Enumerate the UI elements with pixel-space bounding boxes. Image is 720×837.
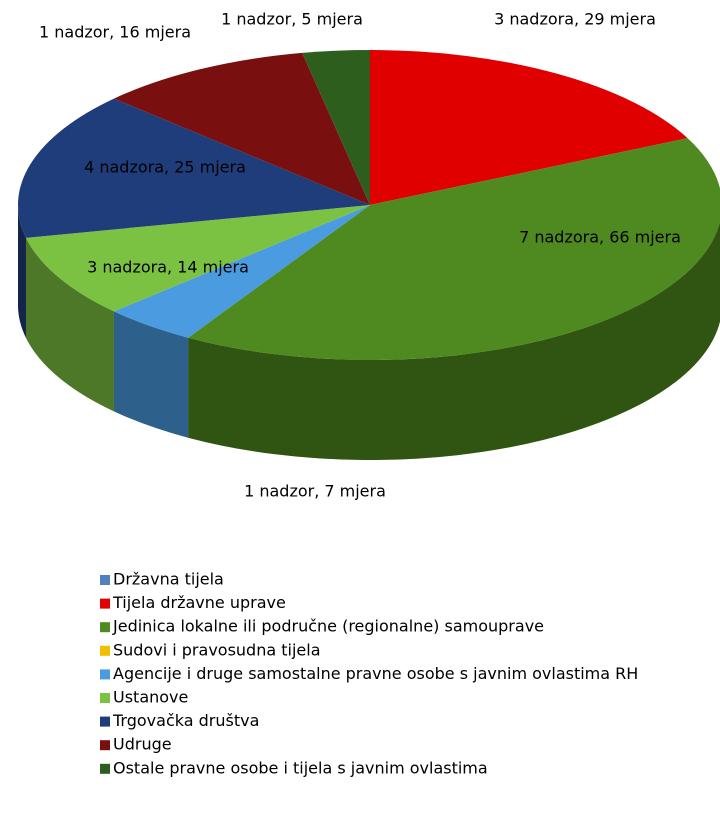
data-label: 1 nadzor, 5 mjera xyxy=(221,10,363,29)
data-label: 7 nadzora, 66 mjera xyxy=(519,228,681,247)
slice xyxy=(370,50,688,205)
data-label: 3 nadzora, 29 mjera xyxy=(494,10,656,29)
data-label: 1 nadzor, 7 mjera xyxy=(244,482,386,501)
legend-swatch xyxy=(100,669,110,680)
slice-side xyxy=(18,205,26,338)
slice xyxy=(25,205,370,312)
slice xyxy=(17,98,370,238)
slice xyxy=(188,138,720,360)
legend-label: Sudovi i pravosudna tijela xyxy=(113,640,321,659)
legend-label: Državna tijela xyxy=(113,570,224,589)
data-label: 3 nadzora, 14 mjera xyxy=(87,258,249,277)
legend-label: Ustanove xyxy=(113,688,188,707)
slice-side-shade xyxy=(18,205,26,338)
legend-label: Tijela državne uprave xyxy=(112,593,286,612)
slice-side xyxy=(113,311,189,438)
legend-swatch xyxy=(100,575,110,585)
legend-swatch xyxy=(100,693,110,703)
legend-label: Ostale pravne osobe i tijela s javnim ov… xyxy=(113,758,488,777)
legend-label: Udruge xyxy=(113,735,172,754)
slice xyxy=(302,50,370,205)
slice xyxy=(113,205,370,338)
legend-swatch xyxy=(100,645,110,656)
legend-swatch xyxy=(100,622,110,633)
legend-label: Agencije i druge samostalne pravne osobe… xyxy=(113,664,638,683)
slice-side-shade xyxy=(113,311,189,438)
slice-side xyxy=(188,221,720,460)
slice-side xyxy=(25,237,114,412)
legend-swatch xyxy=(100,598,110,609)
legend-label: Jedinica lokalne ili područne (regionaln… xyxy=(112,617,544,636)
legend-swatch xyxy=(100,740,110,751)
legend-label: Trgovačka društva xyxy=(112,711,259,730)
data-label: 4 nadzora, 25 mjera xyxy=(84,158,246,177)
slice xyxy=(113,52,370,205)
slice-side-shade xyxy=(188,221,720,460)
legend-swatch xyxy=(100,763,110,774)
slice-side-shade xyxy=(25,237,114,412)
data-label: 1 nadzor, 16 mjera xyxy=(39,23,191,42)
legend-swatch xyxy=(100,716,110,727)
